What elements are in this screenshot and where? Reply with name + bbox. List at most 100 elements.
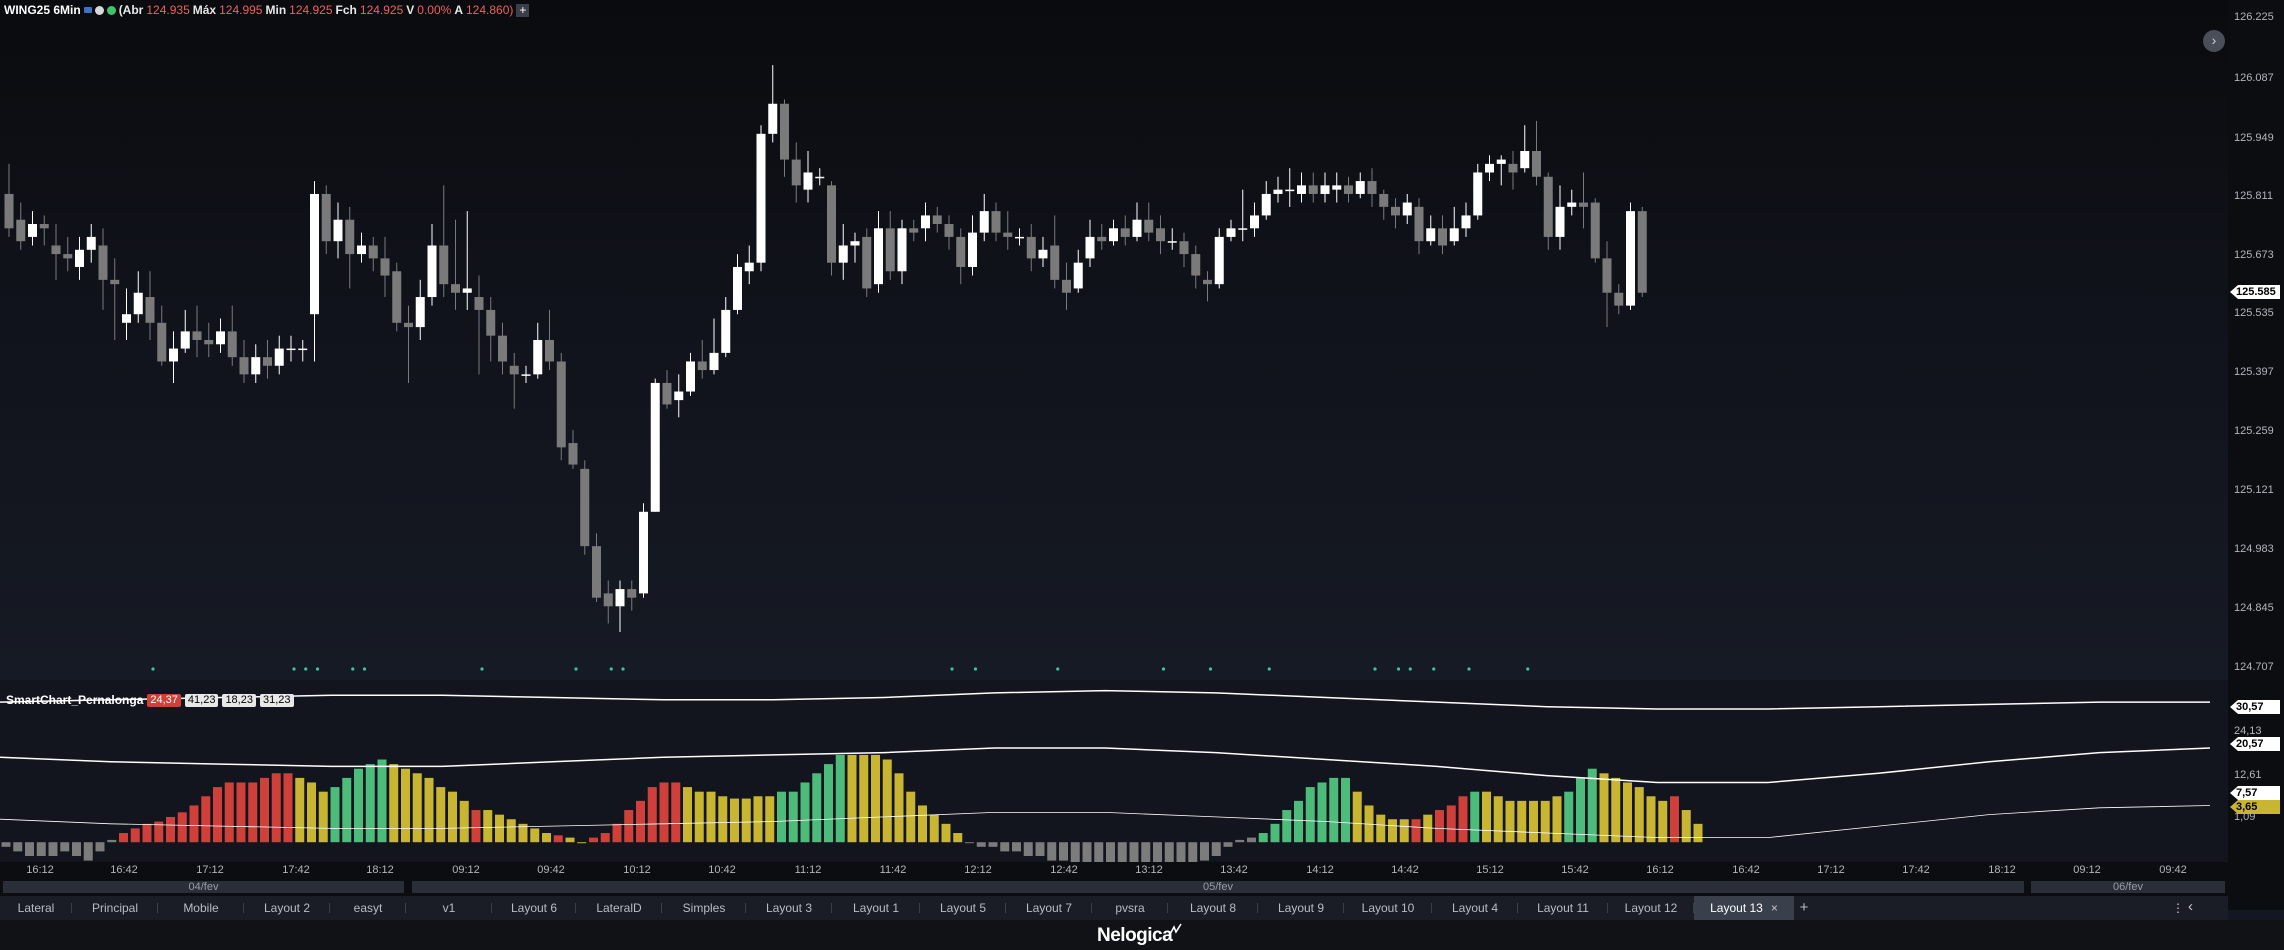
histogram-bar: [95, 842, 105, 852]
candle-body: [368, 245, 378, 259]
candle-body: [1238, 228, 1248, 230]
time-tick: 16:12: [26, 864, 54, 876]
layout-tab[interactable]: Layout 1: [832, 896, 920, 920]
layout-tab-label: Principal: [91, 901, 139, 915]
layout-tab-label: Lateral: [17, 901, 55, 915]
scroll-right-icon[interactable]: ›: [2203, 30, 2225, 52]
layout-tab[interactable]: Layout 11: [1518, 896, 1608, 920]
variation-value: 0.00%: [417, 3, 452, 17]
candle-body: [909, 228, 919, 233]
candle-body: [756, 133, 766, 263]
collapse-icon[interactable]: ‹: [2188, 898, 2193, 915]
layout-tab[interactable]: Layout 4: [1432, 896, 1518, 920]
histogram-bar: [412, 773, 422, 843]
candle-body: [263, 357, 272, 366]
layout-tab-label: Layout 9: [1277, 901, 1325, 915]
layout-tab-label: Layout 10: [1361, 901, 1415, 915]
histogram-bar: [1399, 819, 1409, 843]
signal-marker: [621, 667, 625, 671]
layout-tab[interactable]: LateralD: [576, 896, 662, 920]
add-layout-icon[interactable]: +: [1799, 899, 1809, 916]
histogram-bar: [1576, 777, 1585, 843]
time-tick: 13:42: [1220, 864, 1248, 876]
histogram-bar: [835, 754, 845, 843]
histogram-bar: [83, 842, 93, 861]
layout-tab[interactable]: Layout 13 ×: [1694, 896, 1794, 920]
layout-tab[interactable]: pvsra: [1092, 896, 1168, 920]
layout-tools: ⋮ ‹: [2028, 896, 2228, 920]
candle-body: [474, 297, 484, 310]
histogram-bar: [1341, 777, 1350, 843]
candle-body: [1402, 202, 1412, 216]
layout-tab[interactable]: Layout 6: [492, 896, 576, 920]
histogram-bar: [542, 833, 551, 843]
layout-tab[interactable]: Layout 2: [244, 896, 330, 920]
candle-body: [1191, 254, 1201, 276]
histogram-bar: [1070, 842, 1080, 866]
date-scroll-bar[interactable]: 04/fev 05/fev 06/fev: [0, 878, 2228, 896]
add-icon[interactable]: +: [516, 3, 530, 17]
layout-tab[interactable]: Layout 7: [1006, 896, 1092, 920]
layout-tab[interactable]: easyt: [330, 896, 406, 920]
layout-tab[interactable]: Layout 3: [746, 896, 832, 920]
price-tick: 124.845: [2234, 602, 2274, 614]
indicator-tick: 24,13: [2234, 725, 2262, 737]
histogram-bar: [1470, 791, 1480, 843]
indicator-panel[interactable]: [0, 680, 2228, 875]
candle-body: [1496, 159, 1506, 164]
layout-tab[interactable]: Mobile: [158, 896, 244, 920]
day-segment[interactable]: 06/fev: [2031, 881, 2225, 893]
lower-band-tag: 7,57: [2230, 786, 2280, 800]
histogram-bar: [1552, 796, 1562, 843]
layout-tab[interactable]: Layout 5: [920, 896, 1006, 920]
layout-tab[interactable]: Layout 8: [1168, 896, 1258, 920]
histogram-tag: 3,65: [2230, 800, 2280, 814]
histogram-bar: [1529, 800, 1538, 843]
histogram-bar: [671, 782, 681, 843]
candle-body: [1543, 176, 1553, 237]
symbol-label[interactable]: WING25 6Min: [4, 3, 81, 17]
signal-marker: [362, 667, 367, 671]
histogram-bar: [1023, 842, 1033, 856]
day-segment[interactable]: 05/fev: [412, 881, 2024, 893]
close-tab-icon[interactable]: ×: [1770, 901, 1778, 915]
time-axis[interactable]: 16:12 16:42 17:12 17:42 18:12 09:12 09:42 10:12…: [0, 862, 2228, 878]
histogram-bar: [119, 833, 128, 843]
histogram-bar: [1094, 842, 1104, 866]
a-value: 124.860): [466, 3, 514, 17]
layout-tab[interactable]: Lateral: [0, 896, 72, 920]
band-line-lower: [0, 805, 2211, 839]
candle-body: [850, 241, 860, 246]
layout-tab[interactable]: v1: [406, 896, 492, 920]
layout-tab[interactable]: Simples: [662, 896, 746, 920]
candle-body: [63, 254, 73, 259]
candlestick-series: [4, 65, 1647, 671]
remove-icon[interactable]: [94, 5, 104, 15]
histogram-bar: [800, 782, 810, 843]
candle-body: [1520, 151, 1530, 169]
signal-marker: [292, 667, 296, 671]
layout-tab[interactable]: Layout 12: [1608, 896, 1694, 920]
menu-icon[interactable]: ⋮: [2172, 901, 2184, 915]
indicator-name[interactable]: SmartChart_Pernalonga: [6, 693, 144, 707]
price-chart[interactable]: [0, 0, 2228, 680]
day-segment[interactable]: 04/fev: [3, 881, 404, 893]
candle-body: [4, 193, 14, 229]
candle-body: [521, 374, 531, 376]
price-axis[interactable]: 126.225 126.087 125.949 125.811 125.673 …: [2228, 0, 2284, 910]
histogram-bar: [577, 842, 587, 844]
histogram-bar: [1493, 796, 1503, 843]
layout-tab[interactable]: Layout 9: [1258, 896, 1344, 920]
candle-body: [897, 228, 907, 272]
layout-tab[interactable]: Principal: [72, 896, 158, 920]
candle-body: [1179, 241, 1189, 255]
histogram-bar: [1517, 800, 1527, 843]
candle-body: [51, 245, 61, 255]
histogram-bar: [177, 812, 187, 843]
histogram-bar: [1223, 842, 1233, 847]
layout-tab-label: Layout 2: [263, 901, 311, 915]
layout-tab[interactable]: Layout 10: [1344, 896, 1432, 920]
candle-body: [874, 228, 883, 285]
histogram-bar: [1317, 782, 1327, 843]
low-value: 124.925: [289, 3, 333, 17]
